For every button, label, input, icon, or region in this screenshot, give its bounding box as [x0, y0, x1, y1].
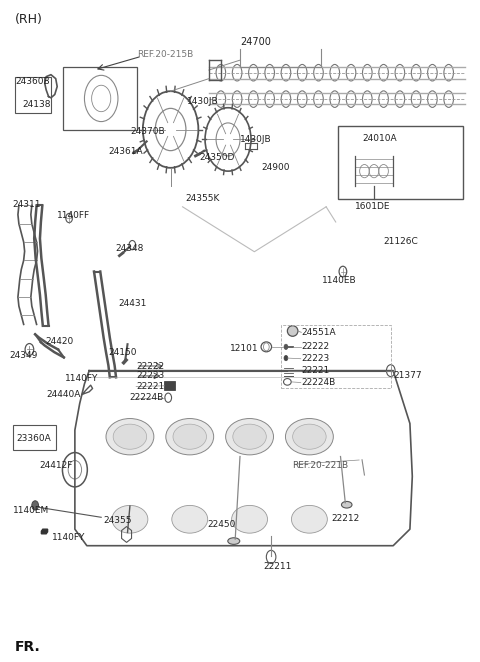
Ellipse shape: [286, 418, 333, 455]
Text: 22224B: 22224B: [301, 378, 336, 387]
Text: 22223: 22223: [301, 354, 329, 363]
Text: REF.20-221B: REF.20-221B: [292, 461, 348, 470]
Text: 1140FY: 1140FY: [65, 374, 99, 383]
Ellipse shape: [226, 418, 274, 455]
Text: 22224B: 22224B: [129, 393, 163, 402]
Ellipse shape: [228, 538, 240, 544]
Text: 22222: 22222: [136, 361, 164, 371]
Ellipse shape: [173, 424, 206, 449]
Text: 24150: 24150: [108, 348, 137, 357]
Ellipse shape: [232, 505, 267, 533]
Text: 22223: 22223: [136, 371, 164, 381]
Ellipse shape: [166, 418, 214, 455]
Text: 24431: 24431: [118, 299, 146, 308]
Ellipse shape: [293, 424, 326, 449]
Text: 21377: 21377: [393, 371, 422, 381]
Text: (RH): (RH): [15, 13, 43, 26]
Text: 24355: 24355: [104, 516, 132, 525]
Text: 24350D: 24350D: [199, 154, 235, 162]
Text: 21126C: 21126C: [384, 236, 419, 246]
Text: 22450: 22450: [207, 520, 236, 529]
Text: 24360B: 24360B: [15, 77, 49, 86]
Bar: [15, 77, 51, 113]
Text: 1430JB: 1430JB: [187, 97, 219, 106]
Text: 1430JB: 1430JB: [240, 135, 272, 144]
Text: 1140EM: 1140EM: [12, 506, 49, 515]
Text: 24138: 24138: [22, 100, 51, 109]
Circle shape: [32, 500, 38, 510]
Ellipse shape: [341, 501, 352, 508]
Ellipse shape: [233, 424, 266, 449]
Bar: [338, 126, 463, 199]
Text: 24412F: 24412F: [39, 461, 72, 470]
Text: 1140EB: 1140EB: [323, 276, 357, 285]
Text: 22212: 22212: [331, 514, 359, 523]
Text: 23360A: 23360A: [16, 434, 51, 443]
Text: 24551A: 24551A: [301, 328, 336, 338]
Text: 24700: 24700: [240, 37, 271, 47]
Circle shape: [284, 344, 288, 350]
Text: 1140FY: 1140FY: [52, 534, 86, 542]
Bar: [12, 425, 56, 450]
Text: 1140FF: 1140FF: [57, 211, 90, 220]
Text: 24311: 24311: [12, 200, 41, 209]
Text: 24440A: 24440A: [46, 390, 81, 399]
Text: 22222: 22222: [301, 342, 329, 352]
Ellipse shape: [172, 505, 208, 533]
Text: 22211: 22211: [263, 562, 291, 571]
Text: 12101: 12101: [230, 344, 259, 353]
Text: FR.: FR.: [15, 639, 41, 654]
Text: 24420: 24420: [45, 337, 73, 346]
Bar: [164, 381, 175, 391]
Text: 24348: 24348: [116, 244, 144, 253]
Ellipse shape: [112, 505, 148, 533]
Text: 24349: 24349: [9, 351, 38, 360]
Text: 24900: 24900: [262, 163, 290, 171]
Ellipse shape: [106, 418, 154, 455]
Text: 24370B: 24370B: [130, 127, 165, 136]
Circle shape: [284, 355, 288, 361]
Ellipse shape: [113, 424, 147, 449]
Text: REF.20-215B: REF.20-215B: [137, 50, 193, 60]
Text: 24010A: 24010A: [362, 134, 396, 142]
Ellipse shape: [291, 505, 327, 533]
Text: 24361A: 24361A: [108, 147, 143, 156]
Text: 22221: 22221: [301, 366, 329, 375]
Polygon shape: [41, 529, 48, 534]
Ellipse shape: [288, 326, 298, 336]
Text: 1601DE: 1601DE: [355, 203, 390, 211]
Text: 24355K: 24355K: [185, 195, 219, 203]
Bar: [63, 67, 137, 130]
Bar: [281, 325, 391, 388]
Text: 22221: 22221: [136, 382, 164, 391]
